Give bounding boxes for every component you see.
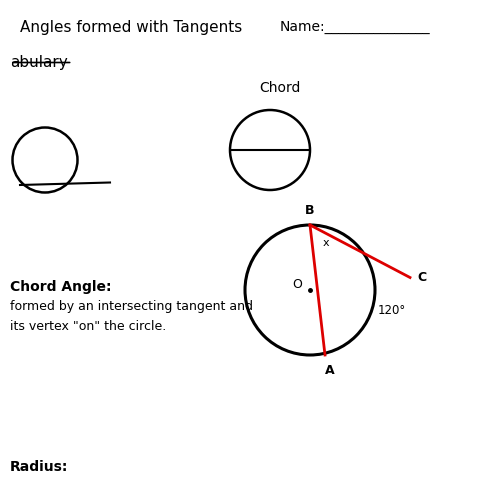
- Text: B: B: [305, 204, 315, 218]
- Text: x: x: [322, 238, 329, 248]
- Text: O: O: [292, 278, 302, 291]
- Text: A: A: [325, 364, 335, 377]
- Text: Name:_______________: Name:_______________: [280, 20, 430, 34]
- Text: Chord Angle:: Chord Angle:: [10, 280, 112, 294]
- Text: Angles formed with Tangents: Angles formed with Tangents: [20, 20, 242, 35]
- Text: formed by an intersecting tangent and: formed by an intersecting tangent and: [10, 300, 253, 313]
- Text: Chord: Chord: [260, 81, 300, 95]
- Text: abulary: abulary: [10, 55, 68, 70]
- Text: C: C: [418, 271, 426, 284]
- Text: 120°: 120°: [378, 304, 406, 316]
- Text: its vertex "on" the circle.: its vertex "on" the circle.: [10, 320, 166, 333]
- Text: Radius:: Radius:: [10, 460, 68, 474]
